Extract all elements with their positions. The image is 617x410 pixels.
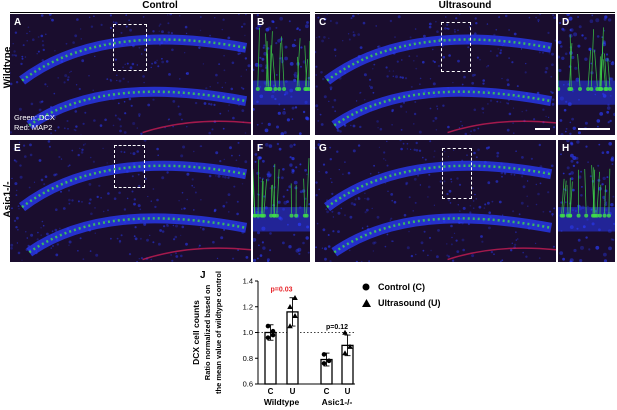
zoom-region-box	[113, 24, 147, 71]
zoom-region-box	[441, 22, 471, 72]
scale-bar	[578, 128, 610, 130]
legend-item-ultrasound: Ultrasound (U)	[360, 295, 441, 311]
panel-letter-g: G	[319, 143, 327, 154]
data-point-ultrasound	[292, 294, 298, 300]
p-value-label: p=0.12	[326, 324, 348, 331]
panel-letter-e: E	[14, 143, 21, 154]
data-point-ultrasound	[342, 350, 348, 356]
tissue-image-b	[253, 14, 310, 135]
micrograph-panel-g: G	[315, 140, 556, 262]
bar-label: U	[290, 387, 296, 396]
micrograph-panel-c: C	[315, 14, 556, 135]
panel-letter-c: C	[319, 17, 327, 28]
bar	[341, 344, 354, 385]
bar	[264, 331, 277, 385]
micrograph-panel-h: H	[558, 140, 615, 262]
triangle-marker-icon	[360, 299, 372, 307]
zoom-region-box	[114, 145, 145, 188]
column-divider-ultrasound	[315, 12, 615, 13]
bar-label: C	[324, 387, 330, 396]
data-point-ultrasound	[342, 329, 348, 335]
data-point-ultrasound	[347, 343, 353, 349]
legend-label-control: Control (C)	[378, 282, 425, 292]
legend-item-control: Control (C)	[360, 279, 441, 295]
scale-bar	[535, 128, 550, 130]
chart-legend: Control (C) Ultrasound (U)	[360, 279, 441, 311]
data-point-control	[270, 328, 276, 334]
tissue-image-d	[558, 14, 615, 135]
data-point-control	[321, 361, 327, 366]
stain-label-map2: Red: MAP2	[14, 123, 53, 132]
data-point-control	[321, 352, 327, 357]
tissue-image-f	[253, 140, 310, 262]
panel-letter-h: H	[562, 143, 570, 154]
group-label: Asic1-/-	[322, 397, 353, 407]
column-title-control: Control	[142, 0, 178, 11]
y-axis-label-2: Ratio normalized based on	[203, 284, 212, 380]
y-tick-label: 0.8	[243, 354, 253, 363]
tissue-image-g	[315, 140, 556, 262]
y-tick-label: 1.2	[243, 302, 253, 311]
column-divider-control	[10, 12, 310, 13]
zoom-region-box	[442, 148, 472, 199]
column-title-ultrasound: Ultrasound	[438, 0, 492, 11]
tissue-image-h	[558, 140, 615, 262]
circle-marker-icon	[360, 283, 372, 291]
group-label: Wildtype	[264, 397, 300, 407]
stain-label-dcx: Green: DCX	[14, 113, 55, 122]
y-tick-label: 1.0	[243, 328, 253, 337]
data-point-ultrasound	[287, 323, 293, 329]
micrograph-panel-e: E	[10, 140, 251, 262]
panel-letter-a: A	[14, 17, 22, 28]
panel-letter-b: B	[257, 17, 265, 28]
panel-letter-d: D	[562, 17, 570, 28]
data-point-control	[265, 335, 271, 340]
data-point-ultrasound	[287, 303, 293, 309]
bar	[320, 358, 333, 385]
bar-label: C	[268, 387, 274, 396]
panel-letter-f: F	[257, 143, 264, 154]
bar	[286, 311, 299, 385]
y-axis-label-1: DCX cell counts	[191, 300, 201, 365]
y-tick-label: 0.6	[243, 380, 253, 389]
panel-letter-j: J	[200, 270, 206, 281]
data-point-control	[270, 332, 276, 338]
data-point-control	[326, 358, 332, 364]
tissue-image-e	[10, 140, 251, 262]
data-point-control	[265, 323, 271, 329]
legend-label-ultrasound: Ultrasound (U)	[378, 298, 441, 308]
micrograph-panel-f: F	[253, 140, 310, 262]
micrograph-panel-b: B	[253, 14, 310, 135]
micrograph-panel-a: A Green: DCX Red: MAP2	[10, 14, 251, 135]
p-value-label: p=0.03	[271, 287, 293, 294]
tissue-image-c	[315, 14, 556, 135]
data-point-ultrasound	[292, 312, 298, 318]
y-axis-label-3: the mean value of wildtype control	[214, 271, 223, 394]
y-tick-label: 1.4	[243, 277, 253, 286]
micrograph-panel-d: D	[558, 14, 615, 135]
bar-label: U	[345, 387, 351, 396]
